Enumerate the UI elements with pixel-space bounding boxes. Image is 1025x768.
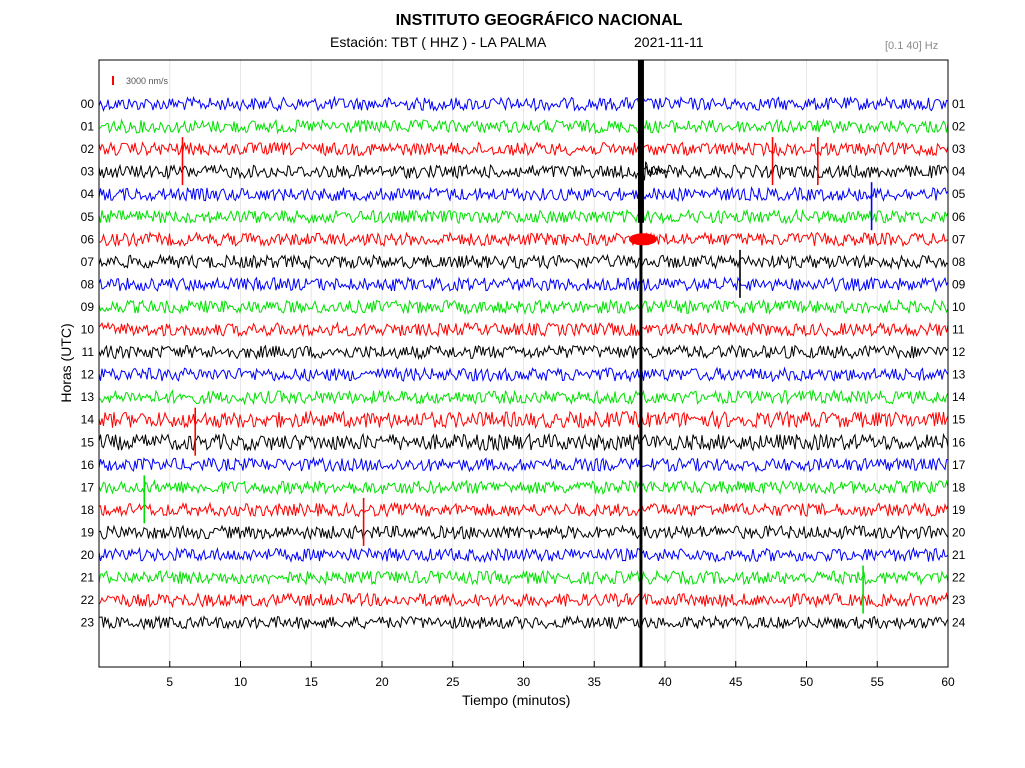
hour-label-left: 16 [81, 458, 95, 472]
hour-label-left: 08 [81, 277, 95, 291]
hour-label-left: 12 [81, 368, 95, 382]
hour-label-right: 01 [952, 97, 966, 111]
hour-label-left: 21 [81, 571, 95, 585]
hour-label-left: 19 [81, 525, 95, 539]
hour-label-left: 15 [81, 435, 95, 449]
hour-label-right: 08 [952, 255, 966, 269]
scale-bar-label: 3000 nm/s [126, 76, 169, 86]
x-tick-label: 35 [588, 675, 602, 689]
hour-label-left: 10 [81, 323, 95, 337]
hour-label-right: 20 [952, 525, 966, 539]
hour-label-right: 13 [952, 368, 966, 382]
hour-label-left: 18 [81, 503, 95, 517]
hour-label-right: 19 [952, 503, 966, 517]
hour-label-left: 03 [81, 165, 95, 179]
hour-label-left: 20 [81, 548, 95, 562]
hour-label-left: 05 [81, 210, 95, 224]
hour-label-right: 16 [952, 435, 966, 449]
hour-label-right: 04 [952, 165, 966, 179]
hour-label-left: 01 [81, 120, 95, 134]
hour-label-left: 17 [81, 480, 95, 494]
hour-label-right: 11 [952, 323, 965, 337]
hour-label-right: 14 [952, 390, 966, 404]
hour-label-right: 18 [952, 480, 966, 494]
hour-label-left: 07 [81, 255, 95, 269]
hour-label-right: 12 [952, 345, 966, 359]
hour-label-right: 03 [952, 142, 966, 156]
x-tick-label: 30 [517, 675, 531, 689]
x-tick-label: 20 [375, 675, 389, 689]
hour-label-right: 23 [952, 593, 966, 607]
scale-bar [112, 76, 114, 85]
hour-label-right: 17 [952, 458, 966, 472]
x-tick-label: 60 [941, 675, 955, 689]
x-tick-label: 45 [729, 675, 743, 689]
hour-label-left: 23 [81, 616, 95, 630]
hour-label-right: 02 [952, 120, 966, 134]
x-tick-label: 10 [234, 675, 248, 689]
x-tick-label: 25 [446, 675, 460, 689]
main-event-red-burst [629, 233, 657, 245]
hour-label-right: 24 [952, 616, 966, 630]
x-tick-label: 5 [166, 675, 173, 689]
x-tick-label: 50 [800, 675, 814, 689]
hour-label-right: 10 [952, 300, 966, 314]
hour-label-right: 07 [952, 232, 966, 246]
hour-label-left: 06 [81, 232, 95, 246]
hour-label-left: 13 [81, 390, 95, 404]
hour-label-right: 21 [952, 548, 966, 562]
hour-label-right: 15 [952, 413, 966, 427]
hour-label-right: 05 [952, 187, 966, 201]
hour-label-right: 22 [952, 571, 966, 585]
hour-label-left: 11 [82, 345, 95, 359]
hour-label-right: 09 [952, 277, 966, 291]
x-tick-label: 15 [305, 675, 319, 689]
x-tick-label: 55 [871, 675, 885, 689]
hour-label-left: 14 [81, 413, 95, 427]
x-tick-label: 40 [658, 675, 672, 689]
hour-label-left: 02 [81, 142, 95, 156]
hour-label-right: 06 [952, 210, 966, 224]
hour-label-left: 04 [81, 187, 95, 201]
hour-label-left: 09 [81, 300, 95, 314]
hour-label-left: 00 [81, 97, 95, 111]
hour-label-left: 22 [81, 593, 95, 607]
